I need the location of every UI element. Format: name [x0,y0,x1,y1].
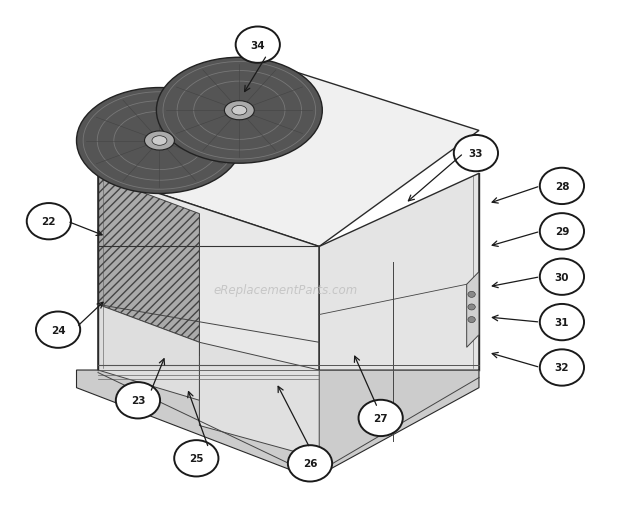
Ellipse shape [152,136,167,146]
Text: eReplacementParts.com: eReplacementParts.com [213,283,358,296]
Circle shape [468,317,476,323]
Circle shape [468,292,476,298]
Text: 28: 28 [555,182,569,191]
Circle shape [540,259,584,295]
Ellipse shape [232,106,247,116]
Polygon shape [98,61,479,247]
Polygon shape [98,305,200,401]
Text: 29: 29 [555,227,569,237]
Text: 30: 30 [555,272,569,282]
Text: 33: 33 [469,149,483,159]
Circle shape [540,168,584,205]
Polygon shape [200,343,319,459]
Polygon shape [98,177,200,343]
Ellipse shape [224,101,254,121]
Circle shape [288,445,332,482]
Text: 24: 24 [51,325,65,335]
Circle shape [36,312,80,348]
Ellipse shape [156,58,322,164]
Ellipse shape [76,89,242,194]
Polygon shape [467,272,479,348]
Circle shape [540,350,584,386]
Polygon shape [98,174,319,459]
Text: 34: 34 [250,41,265,50]
Text: 23: 23 [131,395,145,406]
Ellipse shape [144,132,174,151]
Circle shape [540,214,584,250]
Circle shape [174,440,218,476]
Circle shape [468,304,476,310]
Polygon shape [319,174,479,459]
Text: 25: 25 [189,454,203,463]
Text: 26: 26 [303,459,317,468]
Text: 31: 31 [555,318,569,327]
Circle shape [27,204,71,240]
Circle shape [236,27,280,64]
Text: 27: 27 [373,413,388,423]
Circle shape [540,304,584,341]
Text: 22: 22 [42,217,56,227]
Text: 32: 32 [555,363,569,373]
Polygon shape [76,370,479,478]
Circle shape [358,400,403,436]
Circle shape [116,382,160,418]
Circle shape [454,136,498,172]
